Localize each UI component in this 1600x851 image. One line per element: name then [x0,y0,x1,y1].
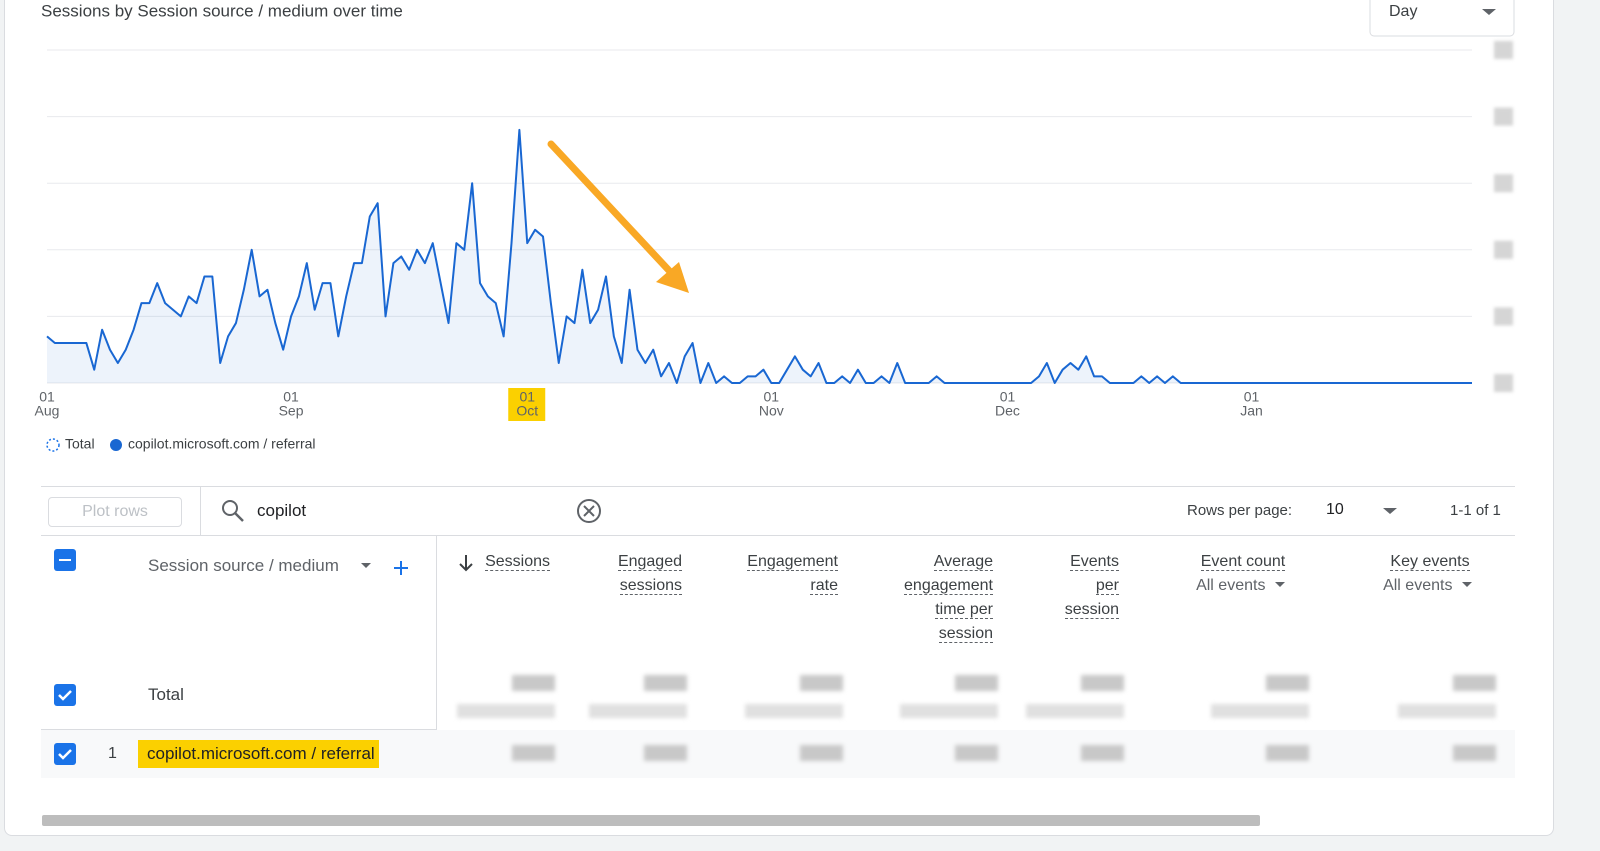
rows-per-page-label: Rows per page: [1187,502,1293,519]
column-label: Engagement rate [747,553,838,595]
divider [41,729,436,730]
column-header[interactable]: Events per session [1049,550,1119,622]
blurred-cell [1080,675,1124,691]
checkbox[interactable] [54,684,76,706]
blurred-cell [643,675,687,691]
plot-rows-button[interactable]: Plot rows [48,497,182,527]
blurred-cell [643,745,687,761]
checkbox[interactable] [54,743,76,765]
blurred-cell [1211,704,1309,718]
column-filter[interactable]: All events [1183,574,1303,598]
rows-per-page[interactable]: 10 [1326,501,1344,518]
x-tick-month: Aug [35,403,60,419]
x-tick-month: Nov [759,403,784,419]
blurred-cell [457,704,555,718]
blurred-cell [1265,675,1309,691]
search-input[interactable]: copilot [257,501,307,520]
column-label: Event count [1200,553,1286,571]
y-tick-label-blurred [1494,374,1513,392]
column-header[interactable]: Key events All events [1370,550,1490,598]
legend-series: copilot.microsoft.com / referral [128,436,316,452]
column-label: Key events [1390,553,1470,571]
chart: Sessions by Session source / medium over… [35,0,1515,452]
blurred-cell [799,675,843,691]
filter-label: All events [1383,577,1453,594]
blurred-cell [1026,704,1124,718]
x-tick-highlight [508,388,546,421]
column-label: Sessions [485,553,550,571]
blurred-cell [1452,675,1496,691]
column-label: Average engagement time per session [904,553,993,643]
column-header[interactable]: Sessions [450,550,550,574]
x-tick-label: 01 [1000,389,1016,405]
blurred-cell [1080,745,1124,761]
blurred-cell [511,675,555,691]
x-tick-month: Dec [995,403,1020,419]
divider [436,536,437,778]
blurred-cell [1452,745,1496,761]
x-tick-label: 01 [1244,389,1260,405]
legend-total-icon [46,438,60,452]
chart-title: Sessions by Session source / medium over… [41,1,403,20]
blurred-cell [745,704,843,718]
x-tick-label: 01 [283,389,299,405]
select-all[interactable] [54,549,76,571]
column-filter[interactable]: All events [1370,574,1490,598]
x-tick-label: 01 [764,389,780,405]
x-tick-label: 01 [519,389,535,405]
filter-label: All events [1196,577,1266,594]
blurred-cell [954,675,998,691]
clear-search[interactable] [576,498,602,524]
blurred-cell [1265,745,1309,761]
dimension-controls[interactable] [360,561,410,581]
y-tick-label-blurred [1494,41,1513,59]
divider [41,486,1515,487]
annotation-arrow [547,140,689,293]
scrollbar[interactable] [42,815,1260,826]
blurred-cell [589,704,687,718]
dropdown-arrow [1383,508,1397,514]
column-header[interactable]: Engaged sessions [562,550,682,598]
y-tick-label-blurred [1494,107,1513,126]
column-header[interactable]: Event count All events [1183,550,1303,598]
sort-icon [459,555,473,572]
column-label: Events per session [1064,553,1119,619]
pagination: 1-1 of 1 [1450,502,1501,519]
area [47,129,1472,383]
column-label: Engaged sessions [617,553,682,595]
blurred-cell [900,704,998,718]
row-label[interactable]: copilot.microsoft.com / referral [138,740,379,768]
x-tick-month: Jan [1240,403,1263,419]
granularity-value: Day [1389,3,1417,20]
blurred-cell [954,745,998,761]
x-tick-month: Oct [516,403,538,419]
blurred-cell [511,745,555,761]
x-tick-month: Sep [279,403,304,419]
blurred-cell [799,745,843,761]
y-tick-label-blurred [1494,307,1513,326]
column-header[interactable]: Engagement rate [718,550,838,598]
total-label: Total [148,685,184,704]
legend-series-icon [110,439,122,451]
line [46,128,1472,384]
column-header[interactable]: Average engagement time per session [883,550,993,646]
divider [41,535,1515,536]
blurred-cell [1398,704,1496,718]
dropdown-arrow [1482,9,1496,15]
y-tick-label-blurred [1494,240,1513,259]
dropdown-arrow [1461,582,1472,587]
divider [200,487,201,535]
dimension-header[interactable]: Session source / medium [148,556,339,575]
granularity-select[interactable] [1369,0,1515,37]
search-icon [222,500,244,522]
x-tick-label: 01 [39,389,55,405]
y-tick-label-blurred [1494,174,1513,193]
row-index: 1 [108,745,117,762]
legend: Total copilot.microsoft.com / referral [46,436,316,452]
legend-total: Total [65,436,95,452]
dropdown-arrow [1274,582,1285,587]
card [4,0,1554,836]
